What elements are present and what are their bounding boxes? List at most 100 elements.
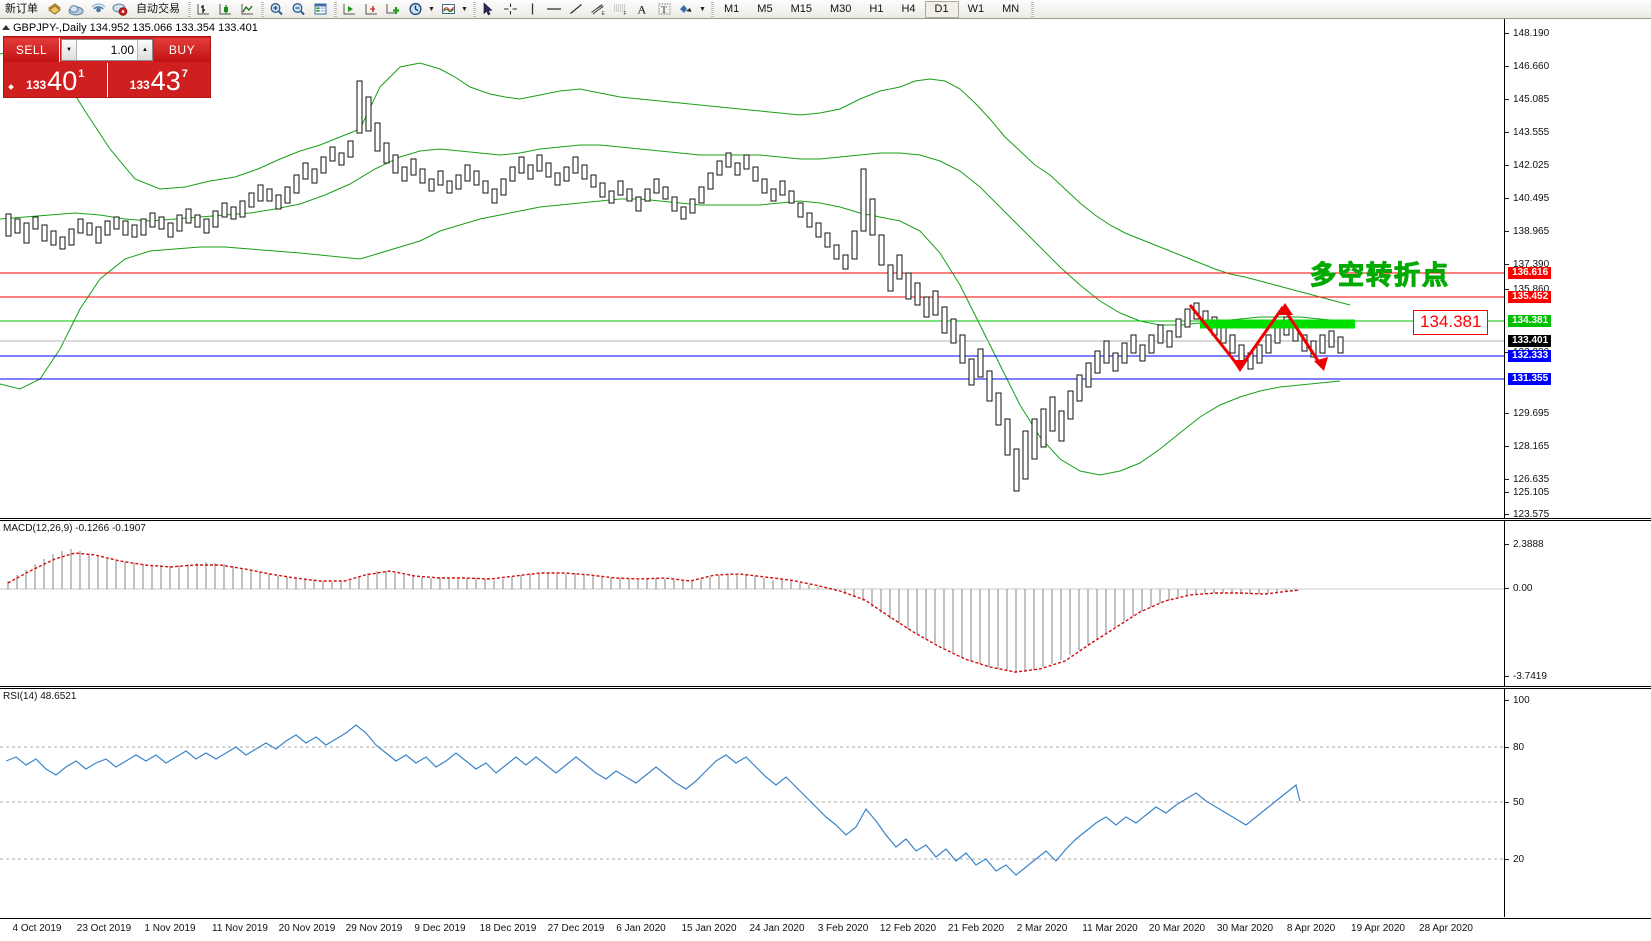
autotrading-label[interactable]: 自动交易 bbox=[136, 3, 180, 15]
date-label: 19 Apr 2020 bbox=[1351, 923, 1405, 934]
indicators-icon[interactable] bbox=[382, 0, 404, 18]
date-label: 18 Dec 2019 bbox=[479, 923, 537, 934]
price-tag-resistance-2[interactable]: 135.452 bbox=[1508, 291, 1552, 303]
date-axis[interactable]: 4 Oct 2019 23 Oct 2019 1 Nov 2019 11 Nov… bbox=[0, 918, 1651, 941]
rsi-indicator-pane[interactable]: RSI(14) 48.6521 100 80 50 20 bbox=[0, 686, 1651, 917]
volume-up-icon[interactable]: ▲ bbox=[137, 40, 152, 60]
buy-price-main: 43 bbox=[150, 66, 181, 96]
rsi-tick: 80 bbox=[1505, 742, 1524, 753]
price-chart-svg bbox=[0, 48, 1504, 492]
chart-collapse-icon[interactable] bbox=[2, 25, 10, 30]
timeframe-w1[interactable]: W1 bbox=[967, 2, 985, 15]
price-tag-pivot[interactable]: 134.381 bbox=[1508, 315, 1552, 327]
crosshair-icon[interactable] bbox=[499, 0, 521, 18]
signal-icon[interactable] bbox=[87, 0, 109, 18]
date-label: 30 Mar 2020 bbox=[1216, 923, 1274, 934]
toolbar-separator bbox=[185, 1, 192, 17]
macd-plot-area[interactable] bbox=[0, 521, 1504, 687]
price-tick: 142.025 bbox=[1505, 160, 1549, 171]
buy-price[interactable]: 133 43 7 bbox=[108, 63, 211, 97]
bollinger-lower-band bbox=[0, 198, 1341, 476]
rsi-label: RSI(14) 48.6521 bbox=[3, 691, 77, 702]
text-label-icon[interactable]: A bbox=[631, 0, 653, 18]
new-order-label[interactable]: 新订单 bbox=[5, 3, 38, 15]
date-label: 21 Feb 2020 bbox=[947, 923, 1005, 934]
rsi-line bbox=[5, 724, 1301, 876]
main-toolbar[interactable]: 新订单 自动交易 ▼ ▼ bbox=[0, 0, 1651, 19]
cursor-icon[interactable] bbox=[477, 0, 499, 18]
date-label: 27 Dec 2019 bbox=[547, 923, 605, 934]
volume-down-icon[interactable]: ▼ bbox=[62, 40, 77, 60]
toolbar-separator bbox=[1028, 1, 1035, 17]
sell-price-prefix: 133 bbox=[26, 78, 47, 92]
rsi-chart-svg bbox=[0, 724, 1504, 876]
fibonacci-icon[interactable]: F bbox=[609, 0, 631, 18]
macd-signal-line bbox=[7, 552, 1301, 673]
timeframe-m15[interactable]: M15 bbox=[790, 2, 812, 15]
price-tick: 138.965 bbox=[1505, 226, 1549, 237]
sell-button[interactable]: SELL bbox=[4, 38, 60, 62]
timeframe-d1[interactable]: D1 bbox=[924, 0, 959, 18]
one-click-trading-prices[interactable]: 133 40 1 133 43 7 bbox=[4, 63, 210, 97]
timeframe-m5[interactable]: M5 bbox=[757, 2, 773, 15]
price-chart-pane[interactable]: 148.190 146.660 145.085 143.555 142.025 … bbox=[0, 19, 1651, 520]
candlestick-chart-icon[interactable] bbox=[214, 0, 236, 18]
timeframe-h4[interactable]: H4 bbox=[901, 2, 916, 15]
rsi-plot-area[interactable] bbox=[0, 689, 1504, 917]
cloud-icon[interactable] bbox=[65, 0, 87, 18]
one-click-trading-panel[interactable]: SELL ▼ 1.00 ▲ BUY 133 40 1 133 43 7 bbox=[3, 36, 211, 98]
date-label: 28 Apr 2020 bbox=[1419, 923, 1473, 934]
chinese-annotation-text[interactable]: 多空转折点 bbox=[1309, 260, 1451, 291]
shapes-dropdown-icon[interactable]: ▼ bbox=[699, 5, 706, 13]
bollinger-upper-band bbox=[0, 48, 1351, 306]
rsi-axis[interactable]: 100 80 50 20 bbox=[1504, 689, 1651, 917]
buy-button[interactable]: BUY bbox=[154, 38, 210, 62]
price-tag-resistance-1[interactable]: 136.616 bbox=[1508, 267, 1552, 279]
price-callout-box[interactable]: 134.381 bbox=[1413, 310, 1489, 335]
templates-icon[interactable] bbox=[437, 0, 459, 18]
shapes-icon[interactable] bbox=[675, 0, 697, 18]
macd-indicator-pane[interactable]: MACD(12,26,9) -0.1266 -0.1907 2.3888 0.0… bbox=[0, 518, 1651, 687]
trendline-icon[interactable] bbox=[565, 0, 587, 18]
price-tick: 143.555 bbox=[1505, 127, 1549, 138]
data-window-icon[interactable] bbox=[309, 0, 331, 18]
volume-input[interactable]: 1.00 bbox=[110, 43, 134, 57]
svg-text:F: F bbox=[623, 11, 626, 16]
macd-chart-svg bbox=[0, 549, 1504, 673]
chart-title-bar[interactable]: GBPJPY-,Daily 134.952 135.066 133.354 13… bbox=[2, 22, 258, 34]
zoom-in-icon[interactable] bbox=[265, 0, 287, 18]
price-tag-support-1[interactable]: 132.333 bbox=[1508, 350, 1552, 362]
toolbar-separator bbox=[258, 1, 265, 17]
expert-advisor-icon[interactable] bbox=[43, 0, 65, 18]
price-tag-last-price[interactable]: 133.401 bbox=[1508, 335, 1552, 347]
period-icon[interactable] bbox=[404, 0, 426, 18]
auto-scroll-icon[interactable] bbox=[338, 0, 360, 18]
line-chart-icon[interactable] bbox=[236, 0, 258, 18]
macd-histogram bbox=[7, 549, 1296, 673]
vertical-line-icon[interactable] bbox=[521, 0, 543, 18]
chart-shift-icon[interactable] bbox=[360, 0, 382, 18]
price-tick: 126.635 bbox=[1505, 474, 1549, 485]
timeframe-m30[interactable]: M30 bbox=[829, 2, 852, 15]
price-tag-support-2[interactable]: 131.355 bbox=[1508, 373, 1552, 385]
price-axis[interactable]: 148.190 146.660 145.085 143.555 142.025 … bbox=[1504, 19, 1651, 520]
horizontal-line-icon[interactable] bbox=[543, 0, 565, 18]
timeframe-mn[interactable]: MN bbox=[1002, 2, 1020, 15]
toolbar-separator bbox=[470, 1, 477, 17]
period-dropdown-icon[interactable]: ▼ bbox=[428, 5, 435, 13]
sell-price[interactable]: 133 40 1 bbox=[4, 63, 108, 97]
zoom-out-icon[interactable] bbox=[287, 0, 309, 18]
date-label: 3 Feb 2020 bbox=[817, 923, 869, 934]
text-icon[interactable]: T bbox=[653, 0, 675, 18]
autotrading-icon[interactable] bbox=[109, 0, 131, 18]
price-plot-area[interactable] bbox=[0, 19, 1504, 518]
bar-chart-icon[interactable] bbox=[192, 0, 214, 18]
templates-dropdown-icon[interactable]: ▼ bbox=[461, 5, 468, 13]
timeframe-m1[interactable]: M1 bbox=[724, 2, 740, 15]
one-click-trading-header[interactable]: SELL ▼ 1.00 ▲ BUY bbox=[4, 37, 210, 63]
svg-text:A: A bbox=[638, 3, 647, 17]
equidistant-channel-icon[interactable]: E bbox=[587, 0, 609, 18]
timeframe-h1[interactable]: H1 bbox=[869, 2, 884, 15]
macd-axis[interactable]: 2.3888 0.00 -3.7419 bbox=[1504, 521, 1651, 687]
volume-stepper[interactable]: ▼ 1.00 ▲ bbox=[61, 39, 153, 61]
